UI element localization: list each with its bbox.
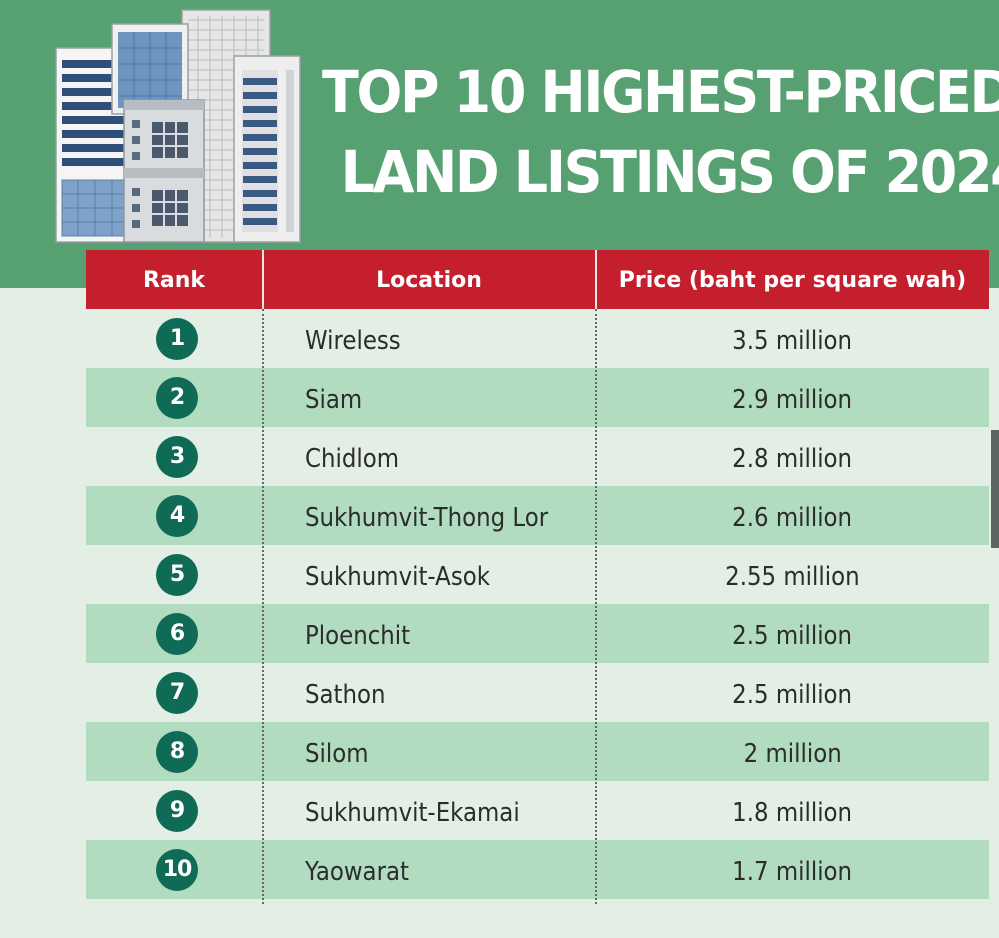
price-cell: 2.8 million (596, 427, 989, 486)
rank-badge: 10 (156, 849, 198, 891)
scrollbar-thumb[interactable] (991, 430, 999, 548)
price-value: 2.5 million (732, 680, 853, 710)
price-cell: 2.5 million (596, 663, 989, 722)
header-location: Location (376, 268, 482, 293)
price-value: 2.9 million (732, 385, 853, 415)
location-cell: Chidlom (305, 444, 400, 474)
table-row: 7 Sathon 2.5 million (86, 663, 989, 722)
price-cell: 1.7 million (596, 840, 989, 899)
rank-badge: 3 (156, 436, 198, 478)
price-cell: 3.5 million (596, 309, 989, 368)
location-cell: Sukhumvit-Thong Lor (305, 503, 549, 533)
location-cell: Ploenchit (305, 621, 411, 651)
location-cell: Sukhumvit-Asok (305, 562, 491, 592)
table-row: 1 Wireless 3.5 million (86, 309, 989, 368)
buildings-illustration (55, 9, 301, 243)
price-cell: 2.55 million (596, 545, 989, 604)
price-value: 1.7 million (732, 857, 853, 887)
page-title: TOP 10 HIGHEST-PRICED LAND LISTINGS OF 2… (322, 52, 999, 212)
price-value: 2.6 million (732, 503, 853, 533)
price-cell: 2 million (596, 722, 989, 781)
table-row: 8 Silom 2 million (86, 722, 989, 781)
header-divider (595, 250, 597, 309)
location-cell: Siam (305, 385, 363, 415)
rank-badge: 9 (156, 790, 198, 832)
price-value: 2.5 million (732, 621, 853, 651)
title-line-1: TOP 10 HIGHEST-PRICED (322, 58, 999, 126)
header-price: Price (baht per square wah) (618, 268, 967, 293)
column-divider (262, 309, 264, 904)
table-row: 5 Sukhumvit-Asok 2.55 million (86, 545, 989, 604)
price-value: 1.8 million (732, 798, 853, 828)
price-cell: 2.6 million (596, 486, 989, 545)
price-value: 2.8 million (732, 444, 853, 474)
location-cell: Sathon (305, 680, 386, 710)
table-row: 6 Ploenchit 2.5 million (86, 604, 989, 663)
rank-badge: 4 (156, 495, 198, 537)
table-row: 3 Chidlom 2.8 million (86, 427, 989, 486)
title-line-2: LAND LISTINGS OF 2024 (340, 138, 999, 206)
rank-badge: 2 (156, 377, 198, 419)
rank-badge: 1 (156, 318, 198, 360)
table-row: 2 Siam 2.9 million (86, 368, 989, 427)
listings-table: Rank Location Price (baht per square wah… (86, 250, 989, 899)
price-cell: 1.8 million (596, 781, 989, 840)
rank-badge: 7 (156, 672, 198, 714)
price-value: 2 million (743, 739, 842, 769)
rank-badge: 8 (156, 731, 198, 773)
table-row: 9 Sukhumvit-Ekamai 1.8 million (86, 781, 989, 840)
location-cell: Silom (305, 739, 369, 769)
table-row: 10 Yaowarat 1.7 million (86, 840, 989, 899)
header-rank: Rank (142, 268, 206, 293)
price-value: 3.5 million (732, 326, 853, 356)
table-header: Rank Location Price (baht per square wah… (86, 250, 989, 309)
price-value: 2.55 million (725, 562, 860, 592)
price-cell: 2.5 million (596, 604, 989, 663)
rank-badge: 5 (156, 554, 198, 596)
location-cell: Wireless (305, 326, 401, 356)
location-cell: Sukhumvit-Ekamai (305, 798, 520, 828)
table-row: 4 Sukhumvit-Thong Lor 2.6 million (86, 486, 989, 545)
column-divider (595, 309, 597, 904)
header-divider (262, 250, 264, 309)
rank-badge: 6 (156, 613, 198, 655)
price-cell: 2.9 million (596, 368, 989, 427)
location-cell: Yaowarat (305, 857, 409, 887)
